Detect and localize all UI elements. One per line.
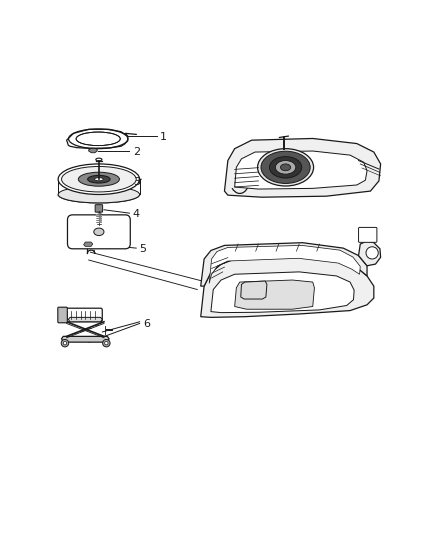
Text: 1: 1 <box>160 132 167 142</box>
Circle shape <box>61 340 69 347</box>
Ellipse shape <box>58 164 140 195</box>
Ellipse shape <box>88 175 110 183</box>
Polygon shape <box>211 272 354 313</box>
Ellipse shape <box>61 166 136 192</box>
Polygon shape <box>68 317 102 322</box>
Polygon shape <box>209 245 360 284</box>
Ellipse shape <box>258 149 314 186</box>
Ellipse shape <box>276 160 296 174</box>
Polygon shape <box>241 281 267 299</box>
Polygon shape <box>88 148 97 153</box>
Text: 6: 6 <box>143 319 150 329</box>
Text: 5: 5 <box>140 244 147 254</box>
Polygon shape <box>235 151 367 189</box>
Ellipse shape <box>78 172 120 186</box>
Polygon shape <box>201 243 367 286</box>
Ellipse shape <box>58 186 140 203</box>
Circle shape <box>105 342 108 345</box>
Polygon shape <box>201 256 374 317</box>
FancyBboxPatch shape <box>95 205 102 212</box>
Polygon shape <box>67 130 128 148</box>
Text: 3: 3 <box>133 177 140 187</box>
Circle shape <box>366 247 378 259</box>
Ellipse shape <box>261 151 310 183</box>
Ellipse shape <box>269 157 302 178</box>
FancyBboxPatch shape <box>60 308 102 322</box>
Polygon shape <box>359 241 381 266</box>
Polygon shape <box>235 280 314 309</box>
Polygon shape <box>224 139 381 197</box>
Polygon shape <box>84 242 93 246</box>
FancyBboxPatch shape <box>58 307 67 323</box>
Ellipse shape <box>94 228 104 236</box>
FancyBboxPatch shape <box>359 228 377 243</box>
Ellipse shape <box>280 164 291 171</box>
Ellipse shape <box>76 132 120 146</box>
Ellipse shape <box>95 177 103 181</box>
Text: 2: 2 <box>133 147 140 157</box>
Ellipse shape <box>96 158 102 161</box>
Text: 4: 4 <box>133 209 140 219</box>
Circle shape <box>102 340 110 347</box>
Circle shape <box>63 342 67 345</box>
FancyBboxPatch shape <box>67 215 130 249</box>
Polygon shape <box>61 336 109 342</box>
